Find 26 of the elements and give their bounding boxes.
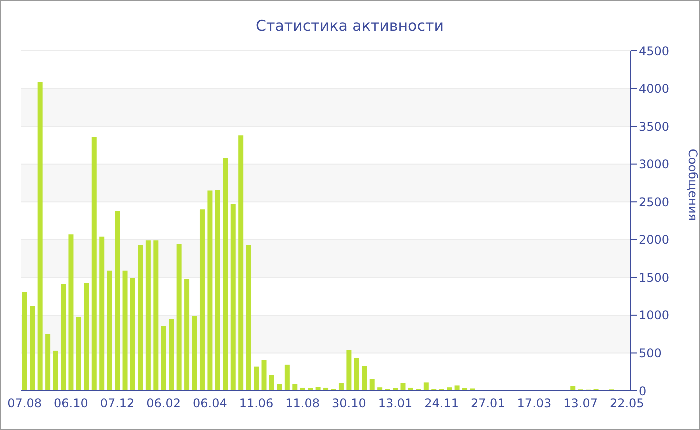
y-tick-label: 500	[639, 346, 662, 360]
y-axis-title: Сообщения	[686, 148, 700, 221]
y-tick-label: 2000	[639, 233, 670, 248]
x-tick-label: 06.10	[54, 396, 88, 411]
y-tick-label: 4000	[639, 82, 670, 96]
x-tick-label: 06.02	[146, 396, 182, 411]
y-tick-label: 2500	[639, 195, 670, 210]
x-tick-label: 24.11	[424, 396, 459, 411]
x-tick-label: 13.07	[564, 396, 598, 411]
x-tick-label: 07.12	[100, 396, 135, 411]
y-tick-label: 0	[639, 384, 647, 398]
y-tick-label: 1000	[639, 308, 670, 323]
y-tick-label: 3500	[639, 120, 670, 134]
x-tick-label: 22.05	[610, 396, 644, 411]
x-tick-label: 11.08	[286, 396, 320, 411]
x-tick-label: 13.01	[378, 396, 413, 411]
y-tick-label: 1500	[639, 270, 670, 285]
x-tick-label: 07.08	[8, 396, 42, 411]
x-tick-label: 06.04	[193, 396, 228, 411]
y-tick-label: 3000	[639, 158, 670, 172]
y-tick-label: 4500	[639, 44, 670, 58]
x-tick-label: 30.10	[332, 396, 366, 411]
x-tick-label: 27.01	[470, 396, 506, 411]
x-tick-label: 17.03	[517, 396, 552, 411]
x-tick-label: 11.06	[239, 396, 274, 411]
chart-title: Статистика активности	[255, 17, 445, 35]
